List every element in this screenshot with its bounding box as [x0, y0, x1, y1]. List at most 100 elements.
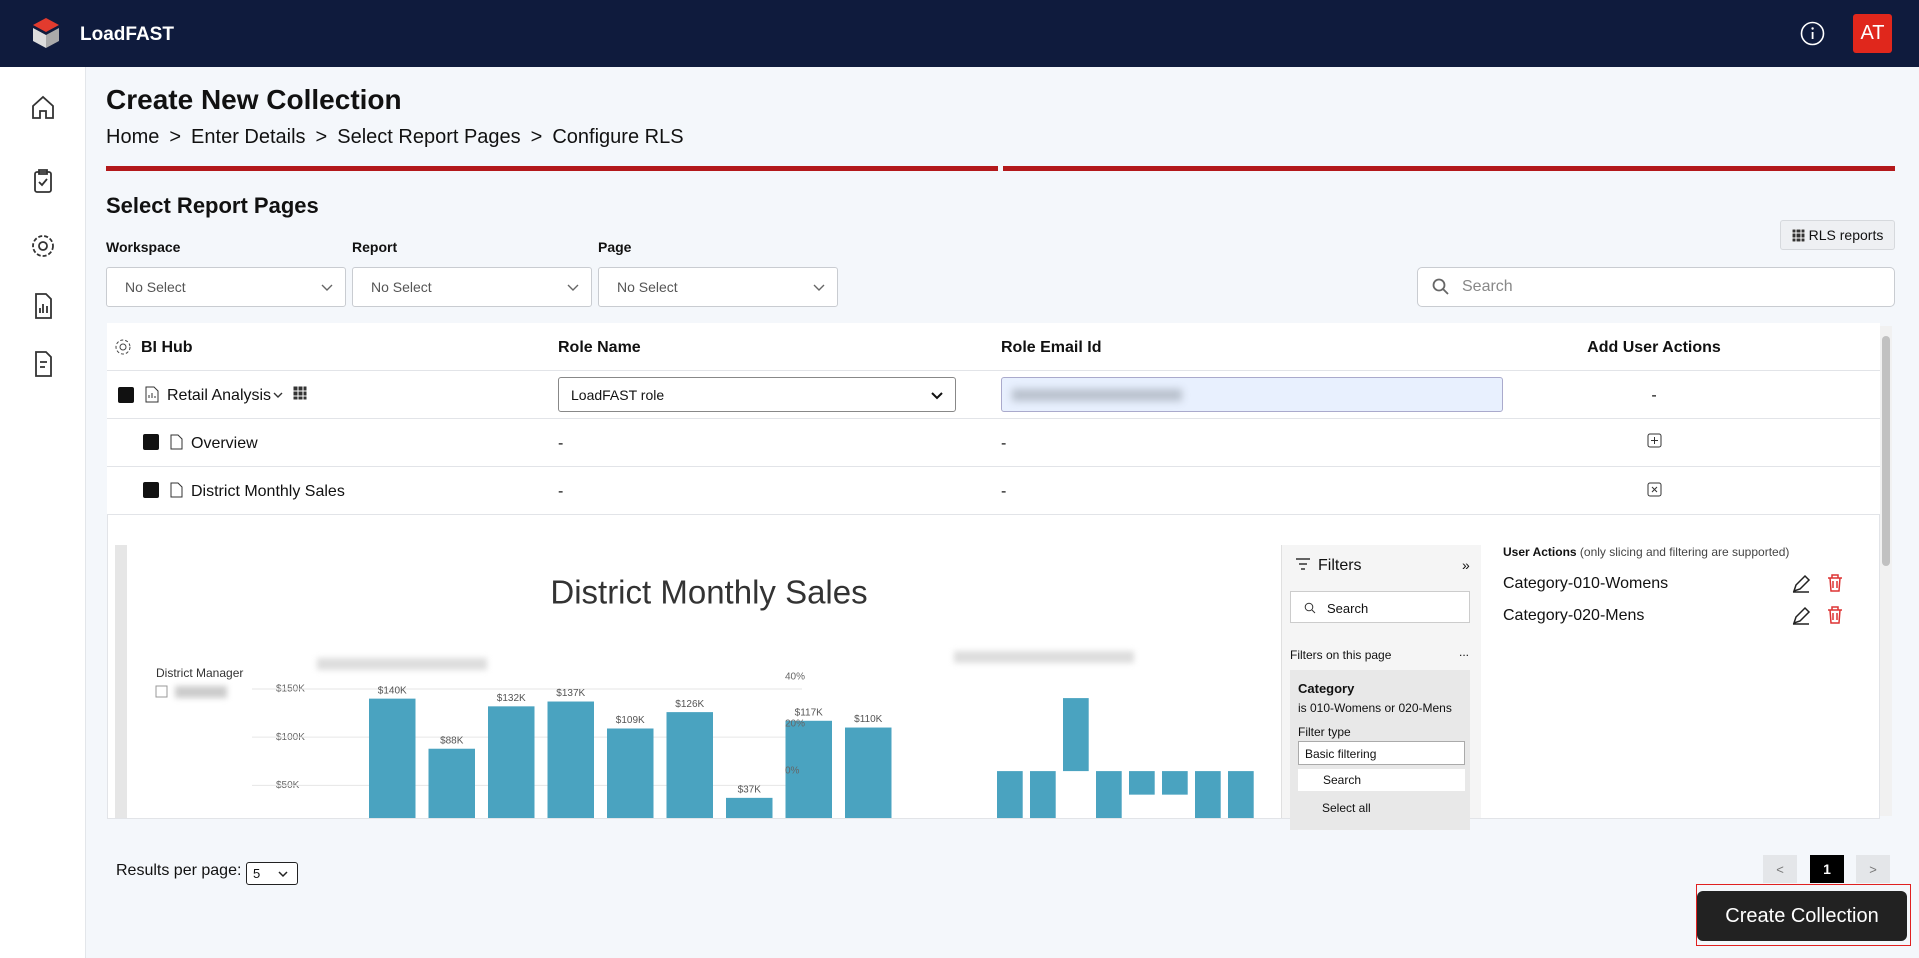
avatar[interactable]: AT: [1853, 14, 1892, 53]
page-name: District Monthly Sales: [191, 483, 345, 500]
chevron: [931, 391, 943, 399]
page-size-select[interactable]: 5: [246, 862, 298, 885]
note: (only slicing and filtering are supporte…: [1579, 545, 1790, 559]
bar: [785, 720, 832, 818]
scrollbar[interactable]: [1880, 326, 1892, 816]
role-select[interactable]: LoadFAST role: [558, 377, 956, 412]
filters-search[interactable]: Search: [1290, 591, 1470, 623]
y-tick-label: 20%: [785, 719, 805, 730]
bar: [428, 748, 475, 818]
report-canvas: District Monthly Sales District Manager …: [155, 574, 1254, 818]
grid-icon[interactable]: [293, 386, 309, 402]
hub-icon: [115, 339, 131, 355]
checkbox[interactable]: [143, 482, 159, 498]
table-row: District Monthly Sales - -: [107, 467, 1880, 515]
crumb[interactable]: Enter Details: [191, 126, 306, 148]
bar: [666, 712, 713, 818]
next-button[interactable]: >: [1856, 855, 1890, 883]
select-value: LoadFAST role: [571, 386, 665, 403]
blurred-email: [1012, 389, 1182, 401]
select-value: No Select: [617, 279, 678, 295]
user-actions: User Actions (only slicing and filtering…: [1503, 545, 1863, 625]
grid-icon: [1791, 228, 1805, 242]
value-label: $37K: [738, 784, 762, 795]
filter-type-select[interactable]: Basic filtering: [1298, 741, 1465, 765]
cell-text: -: [1001, 435, 1007, 452]
workspace-select[interactable]: No Select: [106, 267, 346, 307]
page-title: Create New Collection: [106, 84, 402, 115]
y-tick-label: 40%: [785, 672, 805, 683]
value-label: $110K: [854, 714, 883, 725]
user-actions-title: User Actions: [1503, 545, 1577, 559]
email-input[interactable]: [1001, 377, 1503, 412]
chevron[interactable]: [273, 391, 283, 399]
column-header: Role Name: [558, 339, 641, 356]
info-icon[interactable]: [1800, 21, 1825, 46]
cell-text: -: [558, 435, 564, 452]
bar: [726, 797, 773, 818]
placeholder: Search: [1327, 601, 1369, 616]
column-header: Add User Actions: [1587, 339, 1721, 356]
search-input[interactable]: Search: [1417, 267, 1895, 307]
page-select[interactable]: No Select: [598, 267, 838, 307]
field-label: Workspace: [106, 239, 181, 255]
button-label: RLS reports: [1808, 227, 1884, 243]
filter-card: Category is 010-Womens or 020-Mens Filte…: [1290, 670, 1470, 830]
page-name: Overview: [191, 435, 258, 452]
progress-step: [1003, 166, 1895, 171]
bar: [488, 706, 535, 818]
card-title: Category: [1298, 681, 1355, 696]
field-label: Filter type: [1298, 725, 1351, 739]
user-action: Category-010-Womens: [1503, 575, 1669, 592]
value-label: $126K: [675, 699, 704, 710]
cell-text: -: [1001, 483, 1007, 500]
bar: [997, 771, 1023, 818]
chevron: [567, 284, 579, 291]
create-collection-button[interactable]: Create Collection: [1697, 891, 1907, 941]
focus-outline: [1696, 884, 1911, 946]
select-all[interactable]: Select all: [1322, 801, 1371, 815]
slicer-label: District Manager: [156, 666, 243, 680]
crumb: Configure RLS: [552, 126, 684, 148]
filters-pane: Filters » Search Filters on this page ..…: [1281, 545, 1481, 830]
report-select[interactable]: No Select: [352, 267, 592, 307]
crumb[interactable]: Select Report Pages: [337, 126, 521, 148]
bar: [607, 728, 654, 818]
more[interactable]: ...: [1459, 645, 1470, 659]
table-row: Overview - -: [107, 419, 1880, 467]
card-search[interactable]: Search: [1298, 769, 1465, 791]
sidebar: [0, 67, 86, 958]
add-action-icon[interactable]: [1647, 433, 1663, 449]
collapse[interactable]: »: [1462, 557, 1470, 573]
y-tick-label: 0%: [785, 766, 800, 777]
close-action-icon[interactable]: [1647, 482, 1663, 498]
breadcrumb: Home > Enter Details > Select Report Pages…: [106, 126, 684, 149]
checkbox[interactable]: [118, 387, 134, 403]
blurred-text: [954, 651, 1134, 663]
rls-reports-button[interactable]: RLS reports: [1780, 220, 1895, 250]
select-value: No Select: [125, 279, 186, 295]
separator: >: [315, 126, 328, 148]
checkbox[interactable]: [143, 434, 159, 450]
field-label: Report: [352, 239, 398, 255]
prev-button[interactable]: <: [1763, 855, 1797, 883]
filter-icon: [1296, 558, 1310, 570]
select-value: Basic filtering: [1305, 747, 1377, 761]
blurred-text: [175, 686, 227, 698]
action-icons[interactable]: [1791, 573, 1851, 629]
scroll-thumb[interactable]: [1882, 336, 1890, 566]
page-button[interactable]: 1: [1810, 855, 1844, 883]
report-title: District Monthly Sales: [550, 574, 867, 611]
chevron: [278, 871, 288, 878]
bar: [547, 701, 594, 818]
crumb[interactable]: Home: [106, 126, 160, 148]
blurred-text: [317, 658, 487, 670]
section-title: Select Report Pages: [106, 193, 319, 218]
separator: >: [169, 126, 182, 148]
bar: [1096, 771, 1122, 818]
bar: [1129, 771, 1155, 795]
report-name: Retail Analysis: [167, 387, 272, 404]
nav-icons[interactable]: [30, 94, 56, 454]
card-summary: is 010-Womens or 020-Mens: [1298, 701, 1452, 715]
slicer-checkbox[interactable]: [155, 685, 168, 698]
